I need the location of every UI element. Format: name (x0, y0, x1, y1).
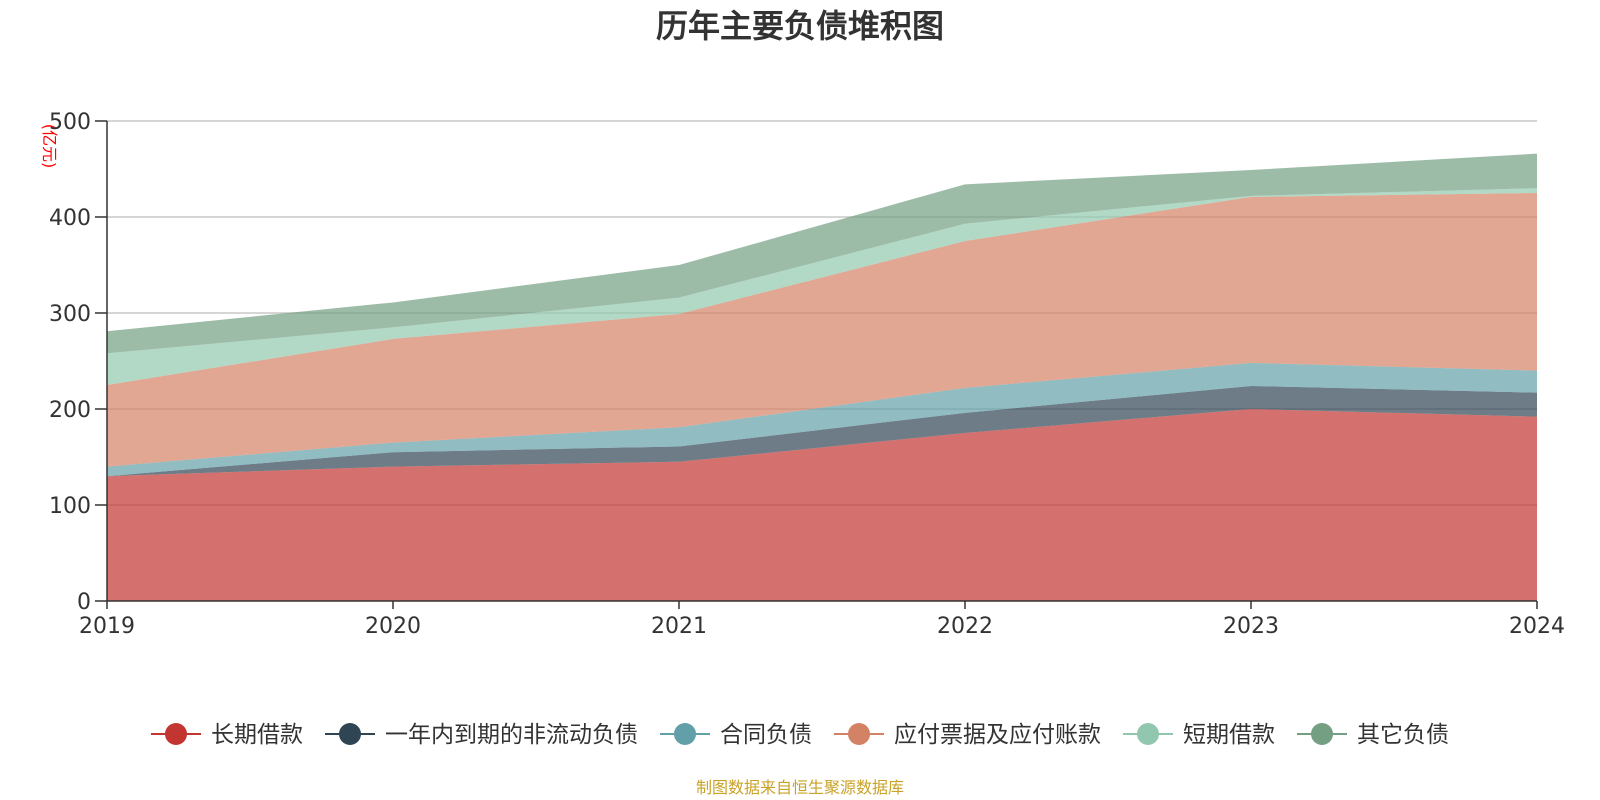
chart-title: 历年主要负债堆积图 (656, 7, 944, 45)
x-tick-label: 2023 (1223, 614, 1279, 639)
legend-circle-marker (1137, 723, 1159, 745)
axes: 0 100 200 300 400 500 2019 2020 2021 2022 2023 2024 (49, 110, 1565, 639)
y-tick-label: 0 (77, 590, 91, 615)
legend-circle-marker (165, 723, 187, 745)
area-series-5 (107, 153, 1537, 354)
legend-circle-marker (848, 723, 870, 745)
legend: 长期借款 一年内到期的非流动负债 合同负债 应付票据及应付账款 短期借款 其它负债 (151, 722, 1449, 748)
legend-item-1[interactable]: 一年内到期的非流动负债 (325, 722, 638, 748)
y-tick-label: 300 (49, 302, 91, 327)
legend-label: 合同负债 (720, 722, 812, 748)
source-note: 制图数据来自恒生聚源数据库 (696, 778, 904, 797)
legend-item-3[interactable]: 应付票据及应付账款 (834, 722, 1101, 748)
legend-item-0[interactable]: 长期借款 (151, 722, 303, 748)
legend-item-2[interactable]: 合同负债 (660, 722, 812, 748)
x-tick-label: 2021 (651, 614, 707, 639)
legend-label: 应付票据及应付账款 (894, 722, 1101, 748)
legend-label: 长期借款 (211, 722, 303, 748)
area-series-0 (107, 409, 1537, 601)
legend-label: 一年内到期的非流动负债 (385, 722, 638, 748)
legend-circle-marker (339, 723, 361, 745)
x-tick-label: 2022 (937, 614, 993, 639)
area-series-1 (107, 385, 1537, 477)
area-series-3 (107, 193, 1537, 467)
y-tick-label: 100 (49, 494, 91, 519)
area-series (107, 153, 1537, 601)
x-tick-label: 2024 (1509, 614, 1565, 639)
y-tick-label: 500 (49, 110, 91, 135)
legend-label: 短期借款 (1183, 722, 1275, 748)
x-tick-label: 2020 (365, 614, 421, 639)
legend-item-4[interactable]: 短期借款 (1123, 722, 1275, 748)
y-tick-label: 200 (49, 398, 91, 423)
legend-circle-marker (674, 723, 696, 745)
area-series-2 (107, 362, 1537, 477)
legend-item-5[interactable]: 其它负债 (1297, 722, 1449, 748)
x-tick-label: 2019 (79, 614, 135, 639)
y-tick-label: 400 (49, 206, 91, 231)
legend-label: 其它负债 (1357, 722, 1449, 748)
y-axis-unit-label: (亿元) (40, 124, 59, 169)
legend-circle-marker (1311, 723, 1333, 745)
